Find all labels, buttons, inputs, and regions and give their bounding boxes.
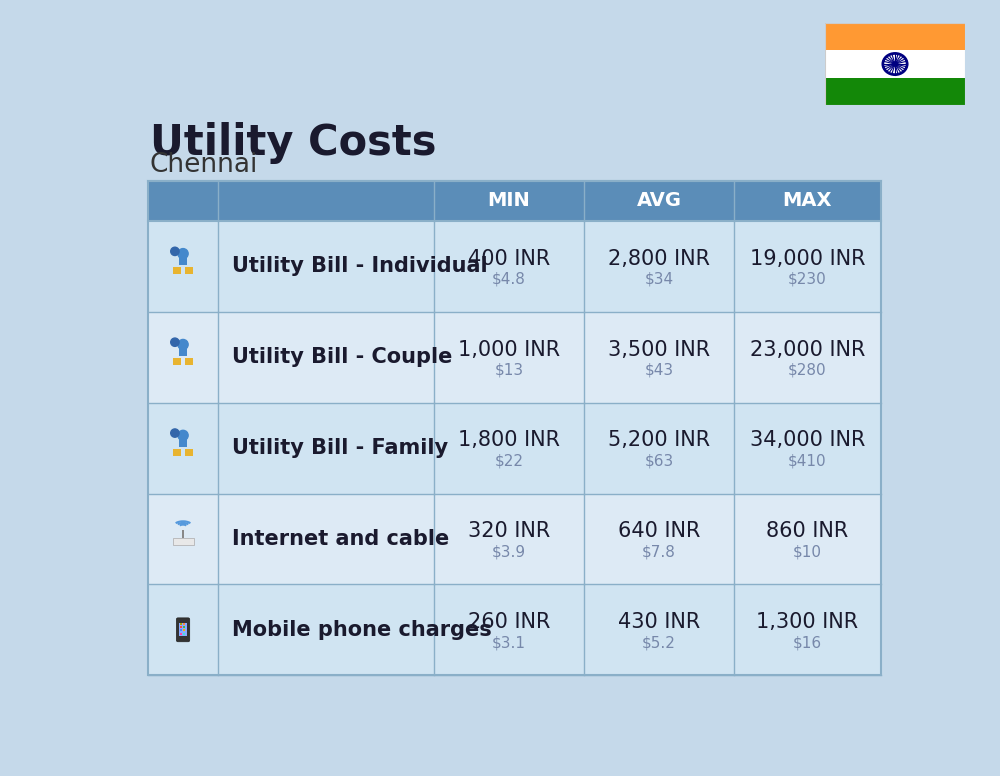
Text: $230: $230 (788, 272, 827, 287)
Bar (180, 629, 182, 632)
Text: Chennai: Chennai (150, 151, 258, 178)
Text: 5,200 INR: 5,200 INR (608, 431, 710, 450)
Bar (148, 584, 881, 675)
Bar (825, 23, 965, 50)
Text: $43: $43 (645, 363, 674, 378)
Text: Utility Costs: Utility Costs (150, 123, 436, 165)
Text: $410: $410 (788, 454, 827, 469)
Bar (183, 623, 185, 625)
Text: MIN: MIN (488, 192, 530, 210)
Bar (148, 181, 881, 675)
Text: 1,800 INR: 1,800 INR (458, 431, 560, 450)
Bar (825, 50, 965, 78)
Bar (173, 267, 181, 275)
FancyBboxPatch shape (176, 618, 190, 642)
Text: 320 INR: 320 INR (468, 521, 550, 541)
Bar (185, 449, 193, 456)
Text: 1,300 INR: 1,300 INR (756, 612, 858, 632)
Bar (179, 348, 187, 356)
Circle shape (893, 62, 897, 66)
Circle shape (178, 248, 188, 258)
Text: 2,800 INR: 2,800 INR (608, 248, 710, 268)
Bar (179, 256, 187, 265)
Text: 19,000 INR: 19,000 INR (750, 248, 865, 268)
Bar (179, 438, 187, 447)
Text: AVG: AVG (637, 192, 682, 210)
Bar (185, 267, 193, 275)
Circle shape (178, 339, 188, 350)
Text: 1,000 INR: 1,000 INR (458, 340, 560, 359)
Text: 860 INR: 860 INR (766, 521, 849, 541)
Text: 640 INR: 640 INR (618, 521, 700, 541)
Bar (148, 221, 881, 312)
Text: Mobile phone charges: Mobile phone charges (232, 620, 492, 639)
Circle shape (171, 429, 179, 437)
Text: Internet and cable: Internet and cable (232, 529, 449, 549)
Bar (825, 78, 965, 105)
Text: $16: $16 (793, 636, 822, 650)
Text: $22: $22 (494, 454, 523, 469)
Text: $3.9: $3.9 (492, 545, 526, 559)
Text: 3,500 INR: 3,500 INR (608, 340, 710, 359)
Text: 260 INR: 260 INR (468, 612, 550, 632)
Text: 400 INR: 400 INR (468, 248, 550, 268)
Text: 23,000 INR: 23,000 INR (750, 340, 865, 359)
Bar (179, 623, 187, 636)
Bar (148, 494, 881, 584)
Bar (182, 530, 184, 539)
Text: 34,000 INR: 34,000 INR (750, 431, 865, 450)
Text: $10: $10 (793, 545, 822, 559)
Text: $4.8: $4.8 (492, 272, 526, 287)
Bar (173, 449, 181, 456)
Bar (180, 623, 182, 625)
Circle shape (171, 248, 179, 255)
Text: 430 INR: 430 INR (618, 612, 700, 632)
Text: Utility Bill - Individual: Utility Bill - Individual (232, 256, 487, 276)
Text: $280: $280 (788, 363, 827, 378)
Text: $3.1: $3.1 (492, 636, 526, 650)
Bar (173, 539, 194, 545)
Bar (173, 358, 181, 365)
Circle shape (171, 338, 179, 346)
Bar (180, 626, 182, 629)
Bar (148, 312, 881, 403)
Bar (183, 632, 185, 635)
Bar (185, 358, 193, 365)
Text: $7.8: $7.8 (642, 545, 676, 559)
Text: Utility Bill - Couple: Utility Bill - Couple (232, 347, 452, 367)
Circle shape (178, 431, 188, 441)
Bar (180, 632, 182, 635)
Text: MAX: MAX (783, 192, 832, 210)
Text: $34: $34 (645, 272, 674, 287)
Bar (183, 629, 185, 632)
Text: $63: $63 (644, 454, 674, 469)
Bar (183, 626, 185, 629)
Text: Utility Bill - Family: Utility Bill - Family (232, 438, 448, 458)
Bar (148, 181, 881, 221)
Text: $5.2: $5.2 (642, 636, 676, 650)
Bar (148, 403, 881, 494)
Text: $13: $13 (494, 363, 524, 378)
